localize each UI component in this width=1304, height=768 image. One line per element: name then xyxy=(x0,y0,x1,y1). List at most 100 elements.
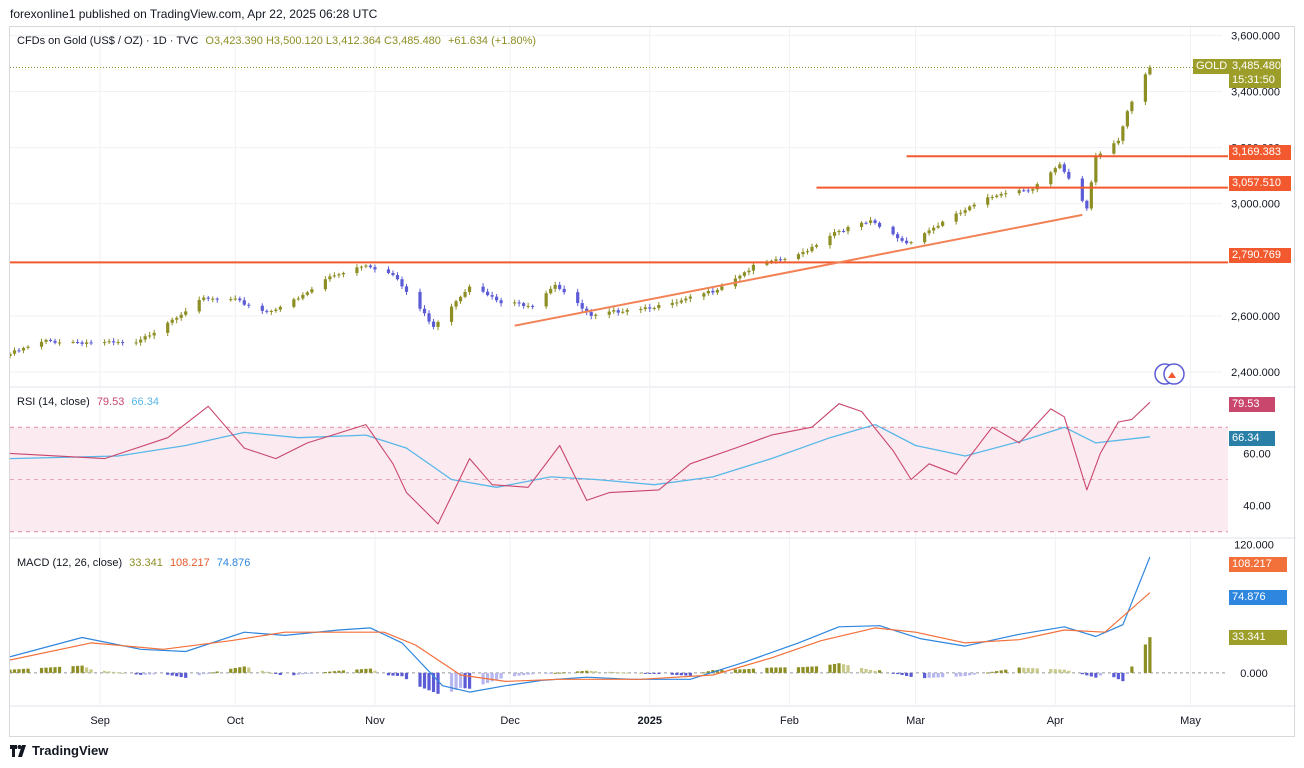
candle-body xyxy=(702,293,706,297)
candle-body xyxy=(625,309,629,312)
macd-histogram-bar xyxy=(116,672,120,674)
macd-histogram-bar xyxy=(278,672,282,676)
macd-histogram-bar xyxy=(233,667,237,673)
macd-histogram-bar xyxy=(12,669,17,673)
macd-histogram-bar xyxy=(526,672,530,675)
price-tick-label: 2,400.000 xyxy=(1231,367,1280,379)
macd-histogram-bar xyxy=(517,672,521,676)
candle-body xyxy=(80,342,84,344)
candle-body xyxy=(814,245,819,247)
macd-histogram-bar xyxy=(805,666,810,673)
chart-frame[interactable]: 3,600.0003,400.0003,200.0003,000.0002,60… xyxy=(9,26,1296,738)
macd-histogram-bar xyxy=(774,667,778,673)
macd-histogram-bar xyxy=(355,669,359,673)
macd-histogram-bar xyxy=(242,666,246,673)
macd-histogram-bar xyxy=(1112,672,1116,678)
macd-histogram-bar xyxy=(80,665,84,673)
rsi-value: 79.53 xyxy=(96,396,125,408)
low-label: L xyxy=(325,35,333,47)
candle-body xyxy=(999,193,1003,196)
candle-body xyxy=(576,292,580,304)
tradingview-logo[interactable]: TradingView xyxy=(10,743,108,758)
macd-line-value: 74.876 xyxy=(216,557,251,569)
macd-tick-label: 0.000 xyxy=(1240,668,1268,680)
candle-body xyxy=(170,319,174,323)
rsi-title[interactable]: RSI (14, close) xyxy=(17,396,90,408)
candle-body xyxy=(580,303,584,309)
candle-body xyxy=(89,342,93,344)
macd-histogram-bar xyxy=(148,672,152,675)
macd-histogram-bar xyxy=(936,672,940,678)
macd-histogram-bar xyxy=(21,668,26,673)
macd-histogram-bar xyxy=(418,672,422,687)
candle-body xyxy=(954,213,958,222)
macd-histogram-bar xyxy=(688,672,692,676)
candle-body xyxy=(323,279,327,290)
candle-body xyxy=(386,269,391,274)
symbol-title[interactable]: CFDs on Gold (US$ / OZ) · 1D · TVC xyxy=(17,35,199,47)
macd-histogram-bar xyxy=(247,667,251,673)
chart-canvas[interactable]: 3,600.0003,400.0003,200.0003,000.0002,60… xyxy=(10,27,1296,738)
candle-body xyxy=(941,221,945,226)
candle-body xyxy=(260,305,264,311)
macd-title[interactable]: MACD (12, 26, close) xyxy=(17,557,123,569)
macd-histogram-bar xyxy=(891,672,895,674)
macd-histogram-bar xyxy=(458,672,463,688)
macd-histogram-bar xyxy=(711,670,715,673)
candle-body xyxy=(995,195,999,197)
macd-histogram-bar xyxy=(386,672,391,676)
time-tick-label: 2025 xyxy=(638,715,662,727)
time-tick-label: Feb xyxy=(780,715,799,727)
price-tick-label: 3,000.000 xyxy=(1231,199,1280,211)
candle-body xyxy=(1026,190,1030,192)
macd-histogram-bar xyxy=(513,672,517,677)
macd-histogram-bar xyxy=(1031,668,1035,673)
rsi-line xyxy=(10,401,1151,525)
candle-body xyxy=(1112,143,1116,154)
macd-histogram-bar xyxy=(679,672,683,676)
macd-histogram-bar xyxy=(454,672,458,690)
candle-body xyxy=(274,309,278,311)
candle-body xyxy=(391,273,395,276)
macd-histogram-bar xyxy=(359,669,364,673)
candle-body xyxy=(305,292,309,295)
macd-histogram-bar xyxy=(783,667,787,673)
macd-histogram-bar xyxy=(594,671,598,673)
macd-histogram-bar xyxy=(341,670,346,673)
candle-body xyxy=(616,310,620,313)
candle-body xyxy=(607,311,611,315)
candle-body xyxy=(720,286,724,290)
candle-body xyxy=(1116,140,1120,144)
macd-histogram-bar xyxy=(1125,672,1129,674)
macd-legend: MACD (12, 26, close) 33.341 108.217 74.8… xyxy=(17,557,250,569)
macd-histogram-bar xyxy=(828,664,832,673)
candle-body xyxy=(481,286,485,292)
candle-body xyxy=(143,336,147,340)
candle-body xyxy=(1125,111,1129,127)
candle-body xyxy=(828,235,832,246)
macd-histogram-bar xyxy=(265,671,269,673)
candle-body xyxy=(765,262,769,265)
macd-histogram-bar xyxy=(765,667,769,673)
macd-histogram-bar xyxy=(801,666,805,673)
candle-body xyxy=(107,341,111,343)
macd-histogram-bar xyxy=(706,671,710,673)
candle-body xyxy=(404,286,409,292)
candle-body xyxy=(585,308,589,313)
macd-histogram-bar xyxy=(260,670,264,673)
macd-histogram-bar xyxy=(643,672,647,674)
macd-histogram-bar xyxy=(103,670,107,673)
candle-body xyxy=(467,286,472,293)
macd-histogram-bar xyxy=(143,672,147,675)
macd-histogram-bar xyxy=(368,668,373,673)
candle-body xyxy=(364,265,368,267)
macd-histogram-bar xyxy=(549,672,553,674)
macd-histogram-bar xyxy=(1130,666,1134,673)
candle-body xyxy=(895,234,900,239)
rsi-band-fill xyxy=(10,427,1228,532)
macd-histogram-bar xyxy=(202,672,206,675)
macd-histogram-bar xyxy=(112,671,116,673)
macd-histogram-bar xyxy=(923,672,927,679)
macd-histogram-bar xyxy=(576,671,580,673)
macd-histogram-bar xyxy=(562,672,566,674)
